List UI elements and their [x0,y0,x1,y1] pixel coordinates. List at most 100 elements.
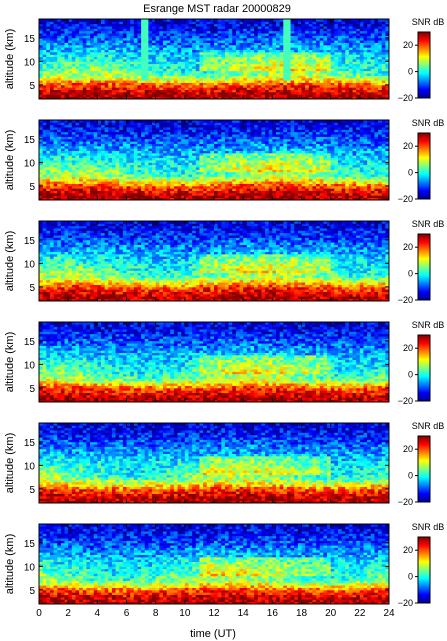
heatmap-cell [210,30,215,34]
heatmap-cell [356,47,361,50]
heatmap-cell [294,82,299,86]
heatmap-cell [64,54,69,58]
heatmap-cell [79,49,84,53]
heatmap-cell [283,185,288,189]
heatmap-cell [53,40,58,43]
heatmap-cell [71,185,76,189]
heatmap-cell [261,183,266,187]
heatmap-cell [381,89,386,93]
heatmap-cell [279,188,284,191]
heatmap-cell [148,33,153,36]
heatmap-cell [97,49,102,53]
heatmap-cell [243,70,248,74]
heatmap-cell [177,82,182,86]
heatmap-cell [53,162,58,166]
heatmap-cell [203,164,208,168]
heatmap-cell [60,21,65,25]
heatmap-cell [345,80,350,83]
heatmap-cell [367,75,372,79]
heatmap-cell [370,178,375,182]
heatmap-cell [203,195,208,199]
heatmap-cell [49,37,54,41]
heatmap-cell [294,49,299,53]
heatmap-cell [173,73,178,76]
heatmap-cell [181,190,186,194]
heatmap-cell [214,181,219,184]
heatmap-cell [130,157,135,161]
heatmap-cell [177,80,182,83]
heatmap-cell [130,28,135,32]
heatmap-cell [206,87,211,90]
heatmap-cell [250,66,255,69]
heatmap-cell [363,190,368,194]
heatmap-cell [184,87,189,90]
heatmap-cell [79,40,84,43]
heatmap-cell [327,68,332,72]
heatmap-cell [381,37,386,41]
heatmap-cell [64,174,69,177]
heatmap-cell [141,75,146,79]
heatmap-cell [159,190,164,194]
heatmap-cell [79,42,84,46]
heatmap-cell [214,87,219,90]
heatmap-cell [100,42,106,46]
heatmap-cell [166,80,171,83]
heatmap-cell [345,56,350,60]
heatmap-cell [327,188,332,191]
heatmap-cell [283,188,288,191]
heatmap-cell [133,185,138,189]
heatmap-cell [334,183,339,187]
heatmap-cell [330,68,335,72]
heatmap-cell [323,42,328,46]
heatmap-cell [283,77,288,81]
heatmap-cell [181,181,186,184]
heatmap-cell [108,28,113,32]
heatmap-cell [42,37,47,41]
heatmap-cell [173,162,178,166]
heatmap-cell [254,183,259,187]
heatmap-cell [195,51,200,55]
heatmap-cell [261,181,266,184]
heatmap-cell [305,96,310,100]
heatmap-cell [39,176,44,180]
heatmap-cell [166,181,171,184]
heatmap-cell [210,21,215,25]
heatmap-cell [378,54,383,58]
heatmap-cell [68,26,73,29]
heatmap-cell [57,94,62,98]
heatmap-cell [378,197,383,201]
heatmap-cell [159,75,164,79]
heatmap-cell [188,42,193,46]
heatmap-cell [46,178,51,182]
heatmap-cell [115,59,120,62]
heatmap-cell [294,174,299,177]
heatmap-cell [144,84,149,88]
heatmap-cell [330,87,335,90]
heatmap-cell [232,35,237,39]
heatmap-cell [122,19,127,22]
heatmap-cell [173,171,178,175]
heatmap-cell [327,82,332,86]
heatmap-cell [122,40,127,43]
heatmap-cell [356,70,361,74]
heatmap-cell [79,37,84,41]
heatmap-cell [144,160,149,163]
heatmap-cell [352,178,357,182]
heatmap-cell [119,178,124,182]
heatmap-cell [130,54,135,58]
heatmap-cell [214,197,219,201]
heatmap-cell [162,28,168,32]
heatmap-cell [323,68,328,72]
heatmap-cell [367,42,372,46]
heatmap-cell [221,190,226,194]
heatmap-cell [319,26,324,29]
heatmap-cell [243,75,248,79]
heatmap-cell [148,63,153,67]
heatmap-cell [316,44,321,48]
heatmap-cell [137,157,142,161]
heatmap-cell [104,197,109,201]
heatmap-cell [137,188,142,191]
heatmap-cell [144,33,149,36]
heatmap-cell [166,49,171,53]
heatmap-cell [257,94,262,98]
